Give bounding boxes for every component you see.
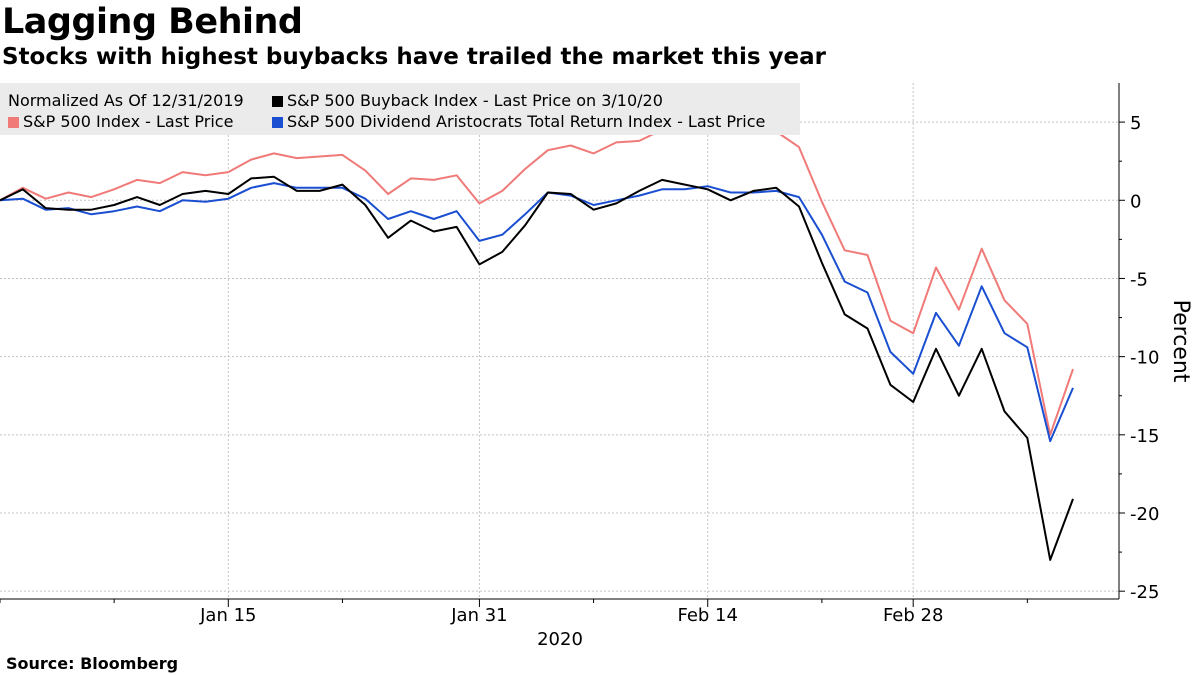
x-tick-label: Jan 31 (450, 605, 507, 626)
y-tick-label: -25 (1130, 582, 1159, 603)
x-tick-label: Feb 28 (883, 605, 944, 626)
x-axis-label: 2020 (537, 629, 583, 650)
y-tick-label: -20 (1130, 504, 1159, 525)
y-axis-label: Percent (1168, 300, 1193, 383)
source-note: Source: Bloomberg (6, 654, 179, 673)
series-line-2 (0, 182, 1074, 443)
legend-item-aristocrats: S&P 500 Dividend Aristocrats Total Retur… (272, 112, 765, 131)
series-line-1 (0, 124, 1074, 436)
x-tick-label: Feb 14 (677, 605, 738, 626)
legend-note: Normalized As Of 12/31/2019 (8, 91, 244, 110)
x-tick-label: Jan 15 (199, 605, 256, 626)
y-tick-label: -15 (1130, 426, 1159, 447)
y-tick-label: 5 (1130, 113, 1141, 134)
y-tick-label: -5 (1130, 269, 1148, 290)
chart-title: Lagging Behind (2, 2, 303, 42)
legend-label-buyback: S&P 500 Buyback Index - Last Price on 3/… (287, 91, 663, 110)
series-line-0 (0, 175, 1074, 561)
legend-swatch-sp500 (8, 117, 19, 128)
legend: Normalized As Of 12/31/2019 S&P 500 Buyb… (0, 83, 800, 135)
legend-item-buyback: S&P 500 Buyback Index - Last Price on 3/… (272, 91, 663, 110)
legend-item-sp500: S&P 500 Index - Last Price (8, 112, 233, 131)
y-tick-label: 0 (1130, 191, 1141, 212)
legend-label-aristocrats: S&P 500 Dividend Aristocrats Total Retur… (287, 112, 766, 131)
legend-swatch-buyback (272, 96, 283, 107)
y-tick-label: -10 (1130, 348, 1159, 369)
chart-subtitle: Stocks with highest buybacks have traile… (2, 44, 827, 70)
legend-label-sp500: S&P 500 Index - Last Price (23, 112, 234, 131)
legend-swatch-aristocrats (272, 117, 283, 128)
